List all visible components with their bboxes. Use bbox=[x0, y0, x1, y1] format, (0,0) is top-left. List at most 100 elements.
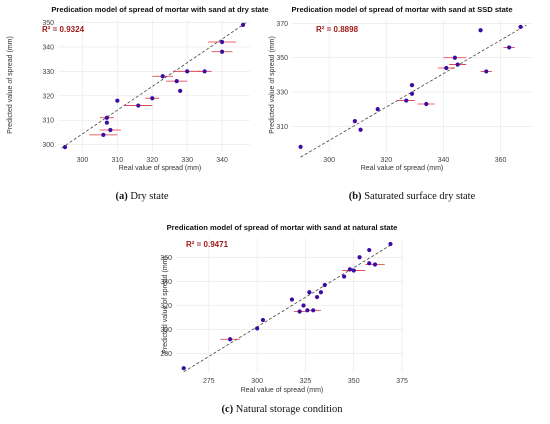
y-axis-label: Predicted value of spread (mm) bbox=[269, 36, 276, 134]
data-point bbox=[150, 96, 155, 101]
data-point bbox=[367, 247, 372, 253]
data-point bbox=[424, 101, 429, 107]
figure-caption: (b) Saturated surface dry state bbox=[349, 191, 476, 202]
data-point bbox=[202, 69, 207, 74]
caption-text: Natural storage condition bbox=[233, 404, 343, 415]
y-tick-label: 360 bbox=[160, 255, 172, 262]
data-point bbox=[409, 91, 415, 96]
data-point bbox=[372, 262, 378, 267]
y-tick-label: 350 bbox=[42, 20, 54, 27]
y-tick-label: 330 bbox=[276, 90, 288, 97]
data-point bbox=[289, 297, 295, 302]
r-squared-annotation: R² = 0.9471 bbox=[186, 240, 229, 249]
figure-caption: (a) Dry state bbox=[115, 191, 168, 202]
data-point bbox=[357, 255, 362, 260]
x-tick-label: 300 bbox=[77, 157, 89, 164]
data-point bbox=[484, 69, 489, 74]
figure-caption: (c) Natural storage condition bbox=[222, 404, 344, 415]
x-tick-label: 375 bbox=[396, 378, 408, 385]
data-point bbox=[228, 337, 233, 342]
y-tick-label: 340 bbox=[160, 279, 172, 286]
data-point bbox=[388, 241, 393, 247]
data-point bbox=[409, 83, 415, 88]
data-point bbox=[298, 144, 303, 149]
data-point bbox=[367, 261, 372, 266]
data-point bbox=[255, 326, 260, 331]
data-point bbox=[352, 119, 357, 124]
y-tick-label: 370 bbox=[276, 21, 288, 28]
x-tick-label: 310 bbox=[112, 157, 124, 164]
data-point bbox=[219, 39, 225, 45]
x-tick-label: 300 bbox=[323, 157, 335, 164]
data-point bbox=[444, 65, 449, 71]
data-point bbox=[185, 69, 190, 74]
data-point bbox=[297, 309, 302, 314]
data-point bbox=[351, 268, 356, 273]
caption-letter: (b) bbox=[349, 191, 362, 202]
data-point bbox=[219, 49, 225, 54]
data-point bbox=[181, 366, 186, 371]
x-axis-label: Real value of spread (mm) bbox=[119, 165, 201, 172]
trend-line bbox=[300, 24, 527, 158]
data-point bbox=[174, 79, 179, 84]
data-point bbox=[347, 267, 352, 272]
chart-title: Predication model of spread of mortar wi… bbox=[167, 223, 398, 232]
data-point bbox=[307, 290, 312, 295]
data-point bbox=[101, 132, 106, 137]
caption-letter: (a) bbox=[115, 191, 128, 202]
chart-title: Predication model of spread of mortar wi… bbox=[291, 5, 512, 14]
data-point bbox=[518, 24, 523, 29]
y-axis-label: Predicted value of spread (mm) bbox=[7, 36, 14, 134]
data-point bbox=[301, 303, 306, 308]
caption-text: Dry state bbox=[128, 191, 169, 202]
y-tick-label: 320 bbox=[42, 93, 54, 100]
x-tick-label: 330 bbox=[181, 157, 193, 164]
y-tick-label: 340 bbox=[42, 44, 54, 51]
data-point bbox=[358, 127, 363, 132]
panel-a: 300 310 320 330 340 300 310 320 330 340 350 Predica… bbox=[7, 5, 269, 202]
data-point bbox=[260, 317, 266, 323]
y-tick-label: 310 bbox=[276, 124, 288, 131]
data-point bbox=[455, 62, 460, 67]
panel-c: 275 300 325 350 375 280 300 320 340 360 Predicatio… bbox=[160, 223, 408, 415]
data-point bbox=[375, 107, 380, 112]
caption-letter: (c) bbox=[222, 404, 234, 415]
data-point bbox=[342, 274, 347, 279]
data-point bbox=[305, 308, 310, 313]
data-point bbox=[322, 282, 327, 288]
data-point bbox=[318, 290, 324, 295]
x-tick-label: 300 bbox=[251, 378, 263, 385]
data-point bbox=[62, 145, 68, 150]
x-tick-label: 360 bbox=[495, 157, 507, 164]
data-point bbox=[452, 55, 457, 60]
y-tick-label: 280 bbox=[160, 351, 172, 358]
y-tick-label: 320 bbox=[160, 303, 172, 310]
x-tick-label: 320 bbox=[380, 157, 392, 164]
data-point bbox=[178, 88, 183, 93]
r-squared-annotation: R² = 0.8898 bbox=[316, 25, 359, 34]
x-axis-label: Real value of spread (mm) bbox=[361, 165, 443, 172]
data-point bbox=[115, 98, 120, 103]
x-tick-label: 320 bbox=[146, 157, 158, 164]
data-point bbox=[240, 22, 246, 27]
y-tick-label: 300 bbox=[42, 142, 54, 149]
trend-line bbox=[61, 22, 247, 149]
chart-title: Predication model of spread of mortar wi… bbox=[51, 5, 268, 14]
y-tick-label: 310 bbox=[42, 118, 54, 125]
y-tick-label: 300 bbox=[160, 327, 172, 334]
r-squared-annotation: R² = 0.9324 bbox=[42, 25, 85, 34]
y-axis-label: Predicted value of spread (mm) bbox=[162, 256, 169, 354]
data-point bbox=[104, 115, 109, 120]
data-point bbox=[507, 45, 512, 50]
x-tick-label: 340 bbox=[216, 157, 228, 164]
x-axis-label: Real value of spread (mm) bbox=[241, 387, 323, 394]
data-point bbox=[136, 103, 141, 108]
data-point bbox=[160, 74, 165, 79]
x-tick-label: 350 bbox=[348, 378, 360, 385]
x-tick-label: 275 bbox=[203, 378, 215, 385]
x-tick-label: 325 bbox=[300, 378, 312, 385]
data-point bbox=[314, 294, 320, 300]
data-point bbox=[104, 120, 109, 125]
